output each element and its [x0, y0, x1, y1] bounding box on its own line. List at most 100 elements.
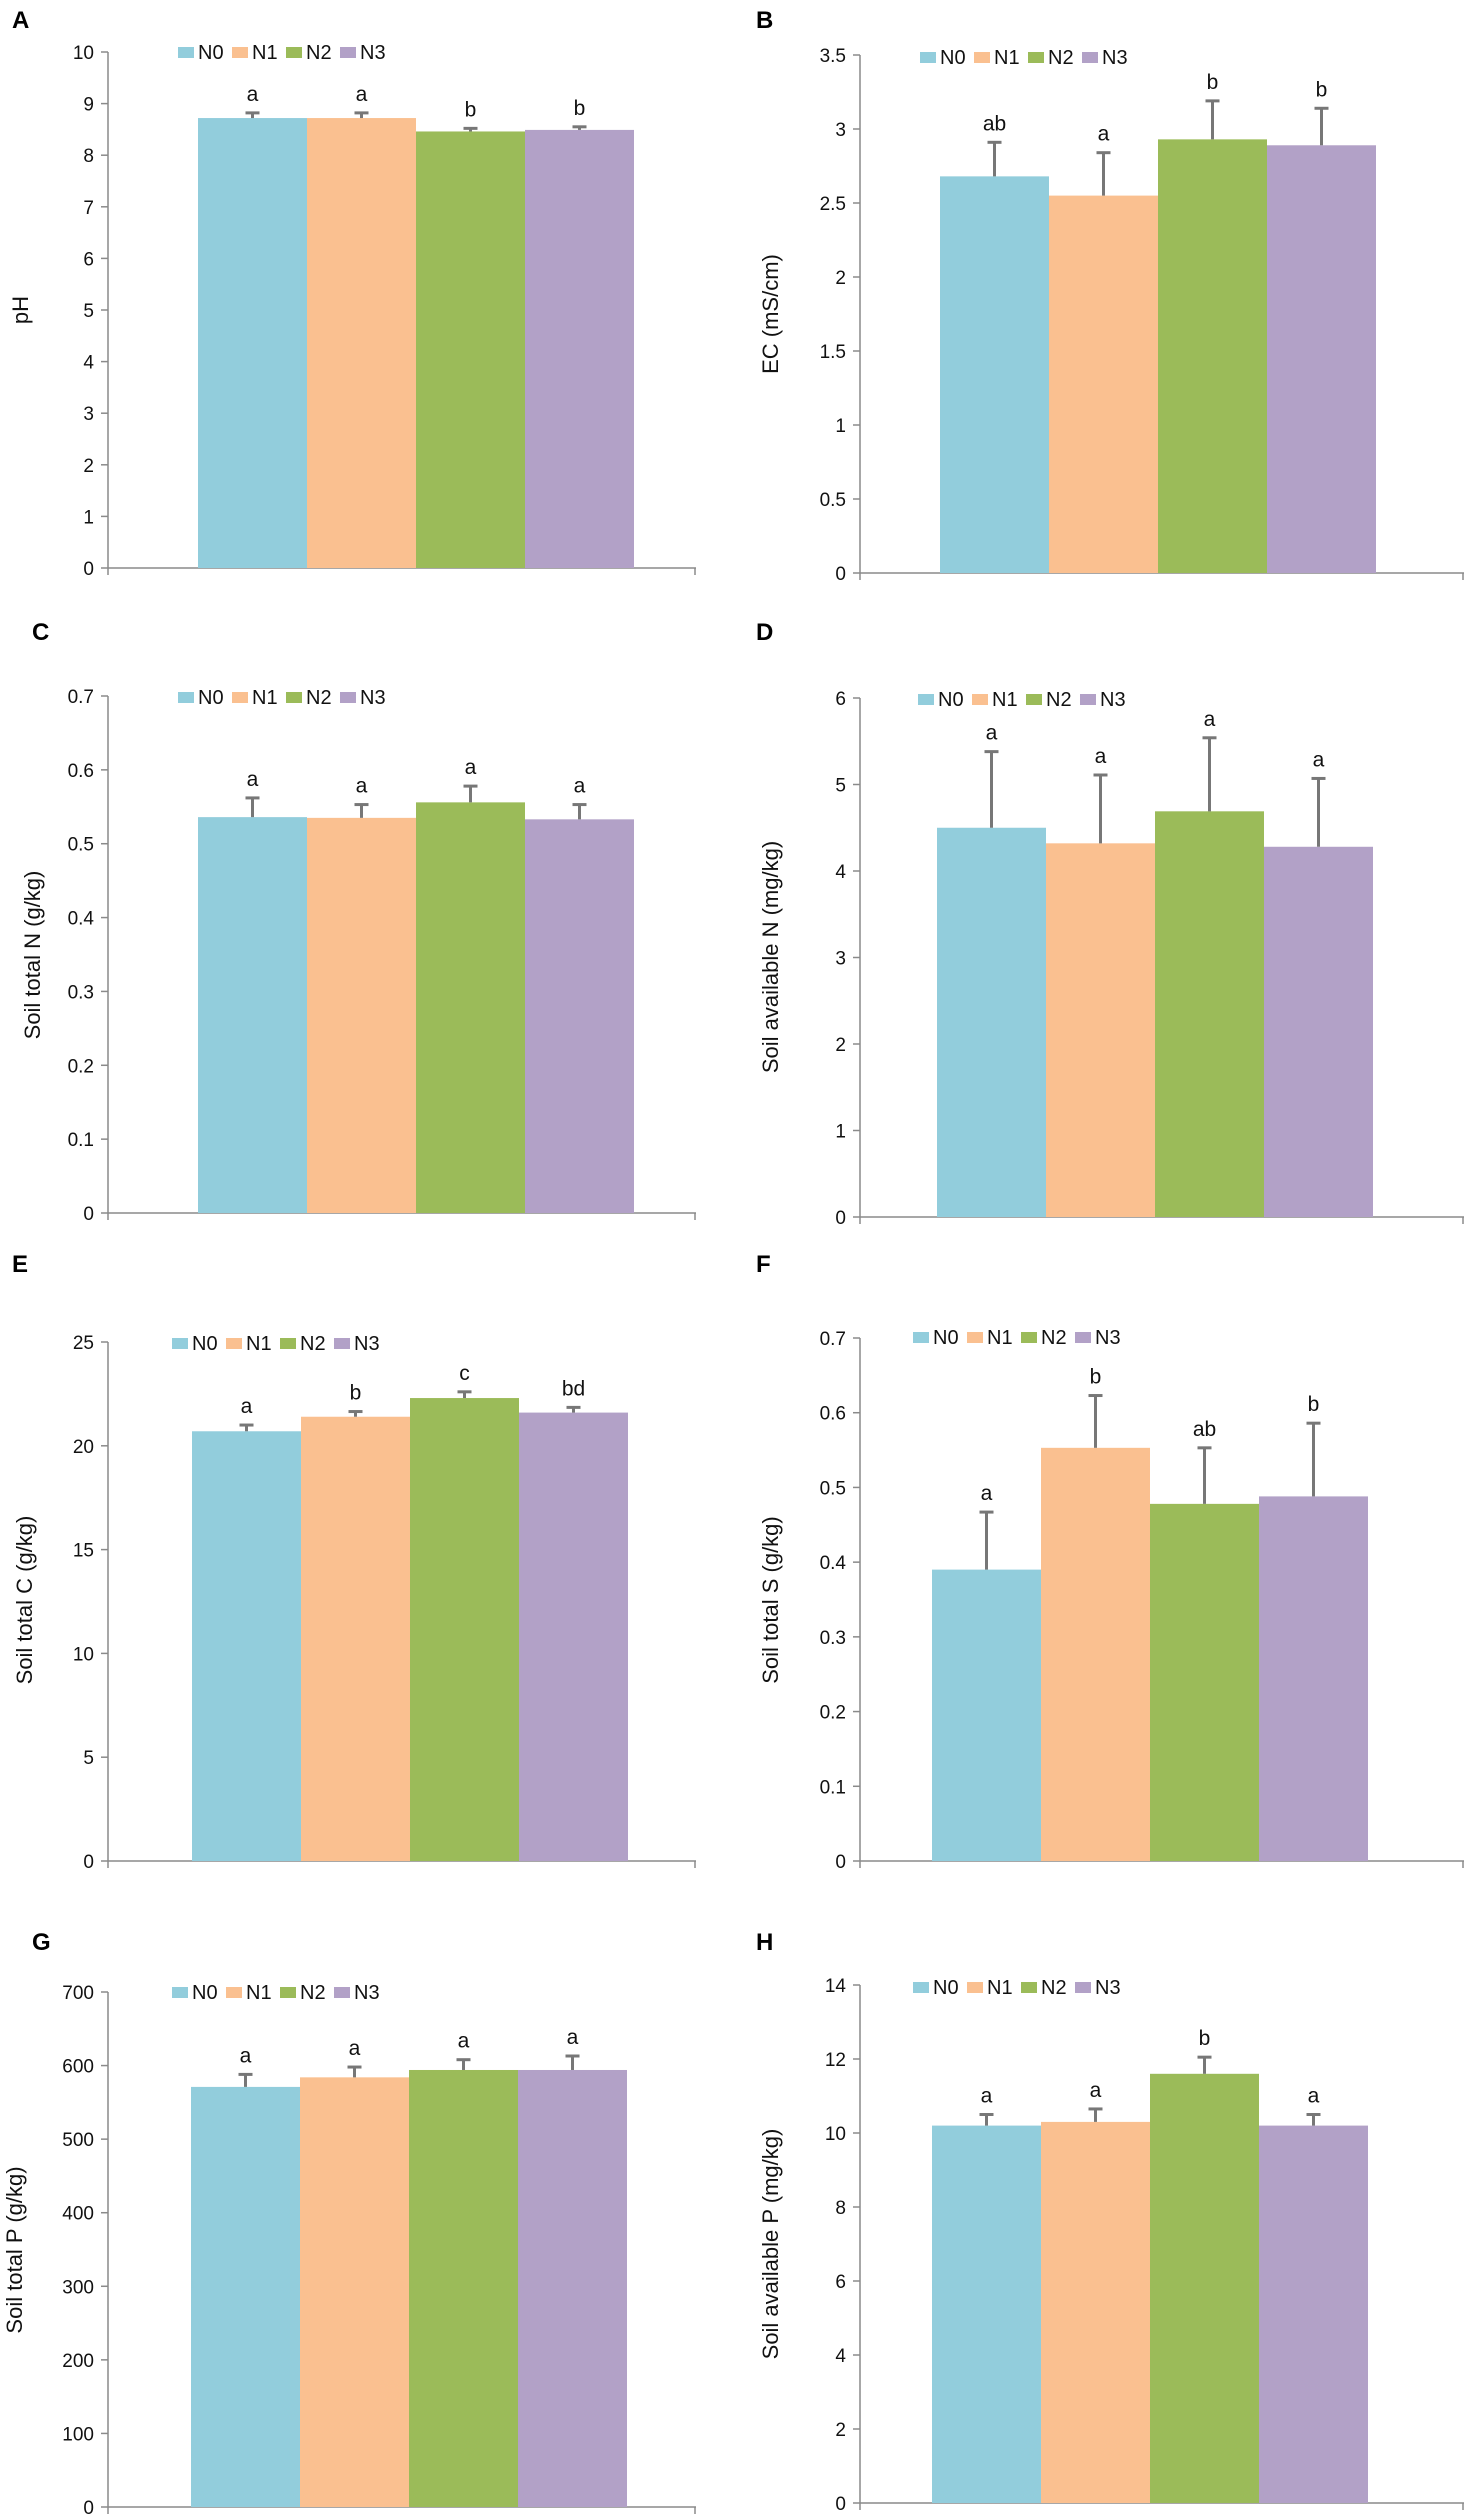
legend-label-n3: N3	[360, 687, 386, 709]
legend-label-n2: N2	[300, 1982, 326, 2004]
bar-n3	[1259, 1496, 1368, 1861]
y-tick-label: 5	[835, 776, 846, 797]
y-tick-label: 500	[62, 2130, 94, 2151]
legend-label-n3: N3	[1095, 1327, 1121, 1349]
legend-label-n2: N2	[1046, 689, 1072, 711]
significance-label: b	[1207, 71, 1219, 94]
y-axis-title: Soil total N (g/kg)	[20, 871, 45, 1040]
bar-n0	[192, 1431, 301, 1861]
legend-swatch-n0	[172, 1987, 188, 1998]
legend-label-n3: N3	[1100, 689, 1126, 711]
bar-n1	[1049, 195, 1158, 573]
y-tick-label: 6	[835, 2272, 846, 2293]
y-tick-label: 0.2	[820, 1703, 846, 1724]
significance-label: bd	[562, 1377, 585, 1400]
legend-swatch-n3	[334, 1338, 350, 1349]
y-tick-label: 200	[62, 2351, 94, 2372]
y-tick-label: 0.6	[68, 761, 94, 782]
y-tick-label: 2	[835, 1035, 846, 1056]
legend: N0 N1 N2 N3	[913, 1327, 1121, 1349]
panel-label: C	[32, 619, 49, 646]
legend: N0 N1 N2 N3	[172, 1982, 380, 2004]
legend-label-n2: N2	[300, 1333, 326, 1355]
chart-panel-a: A 0 1 2 3 4 5 6 7 8 9 10 pH a a b b N0 N1 N2 N3	[8, 7, 696, 580]
y-tick-label: 0.5	[820, 490, 846, 511]
bar-n3	[525, 129, 634, 568]
y-tick-label: 10	[73, 43, 94, 64]
panel-label: D	[756, 619, 773, 646]
significance-label: a	[247, 768, 259, 791]
y-axis-title: Soil available N (mg/kg)	[758, 841, 783, 1073]
significance-label: a	[1204, 708, 1216, 731]
chart-panel-d: D 0 1 2 3 4 5 6 Soil available N (mg/kg) a a a a N0 N1…	[756, 619, 1464, 1229]
legend-label-n1: N1	[992, 689, 1018, 711]
significance-label: b	[350, 1382, 362, 1405]
y-tick-label: 5	[83, 1748, 94, 1769]
legend-label-n3: N3	[1102, 47, 1128, 69]
legend-label-n0: N0	[933, 1977, 959, 1999]
y-tick-label: 3	[83, 404, 94, 425]
panel-label: B	[756, 7, 773, 34]
bar-n2	[1155, 811, 1264, 1217]
y-tick-label: 1	[83, 507, 94, 528]
legend-swatch-n0	[913, 1982, 929, 1993]
y-tick-label: 1.5	[820, 342, 846, 363]
y-tick-label: 0.1	[68, 1130, 94, 1151]
legend-label-n2: N2	[1041, 1977, 1067, 1999]
legend-swatch-n1	[226, 1338, 242, 1349]
legend-swatch-n3	[1080, 694, 1096, 705]
y-tick-label: 600	[62, 2057, 94, 2078]
bar-n0	[940, 176, 1049, 574]
legend-label-n2: N2	[306, 687, 332, 709]
significance-label: b	[1199, 2027, 1211, 2050]
legend: N0 N1 N2 N3	[178, 42, 386, 64]
legend-swatch-n2	[286, 47, 302, 58]
legend-label-n2: N2	[1041, 1327, 1067, 1349]
y-tick-label: 0.4	[820, 1553, 847, 1574]
y-tick-label: 0	[835, 2494, 846, 2515]
legend-label-n0: N0	[938, 689, 964, 711]
y-tick-label: 8	[835, 2198, 846, 2219]
legend: N0 N1 N2 N3	[918, 689, 1126, 711]
y-tick-label: 10	[73, 1644, 94, 1665]
y-tick-label: 10	[825, 2124, 846, 2145]
significance-label: b	[1308, 1393, 1320, 1416]
bar-n1	[1041, 2121, 1150, 2503]
y-tick-label: 0	[83, 1204, 94, 1225]
legend-label-n3: N3	[1095, 1977, 1121, 1999]
legend-swatch-n2	[1021, 1982, 1037, 1993]
significance-label: c	[459, 1362, 470, 1385]
legend-swatch-n2	[280, 1987, 296, 1998]
y-tick-label: 6	[83, 249, 94, 270]
significance-label: b	[574, 97, 586, 120]
legend-label-n1: N1	[994, 47, 1020, 69]
y-tick-label: 0.2	[68, 1056, 94, 1077]
y-tick-label: 0	[835, 1852, 846, 1873]
significance-label: a	[1090, 2079, 1102, 2102]
bar-n3	[519, 1412, 628, 1861]
significance-label: b	[1316, 78, 1328, 101]
y-tick-label: 0.4	[68, 909, 95, 930]
bar-n2	[416, 131, 525, 569]
y-tick-label: 25	[73, 1333, 94, 1354]
bar-n2	[409, 2069, 518, 2507]
legend-swatch-n3	[334, 1987, 350, 1998]
significance-label: b	[465, 98, 477, 121]
y-tick-label: 0.1	[820, 1777, 846, 1798]
legend-swatch-n1	[967, 1332, 983, 1343]
significance-label: a	[241, 1395, 253, 1418]
bar-n1	[1046, 843, 1155, 1217]
y-tick-label: 2.5	[820, 194, 846, 215]
y-tick-label: 3	[835, 949, 846, 970]
y-tick-label: 0	[835, 1208, 846, 1229]
y-axis-title: EC (mS/cm)	[758, 254, 783, 374]
y-axis-title: Soil total C (g/kg)	[12, 1516, 37, 1685]
y-tick-label: 2	[835, 2420, 846, 2441]
significance-label: a	[574, 775, 586, 798]
bar-n2	[1150, 1503, 1259, 1861]
bar-n0	[932, 1569, 1041, 1861]
legend-label-n1: N1	[252, 42, 278, 64]
bar-n1	[307, 118, 416, 568]
